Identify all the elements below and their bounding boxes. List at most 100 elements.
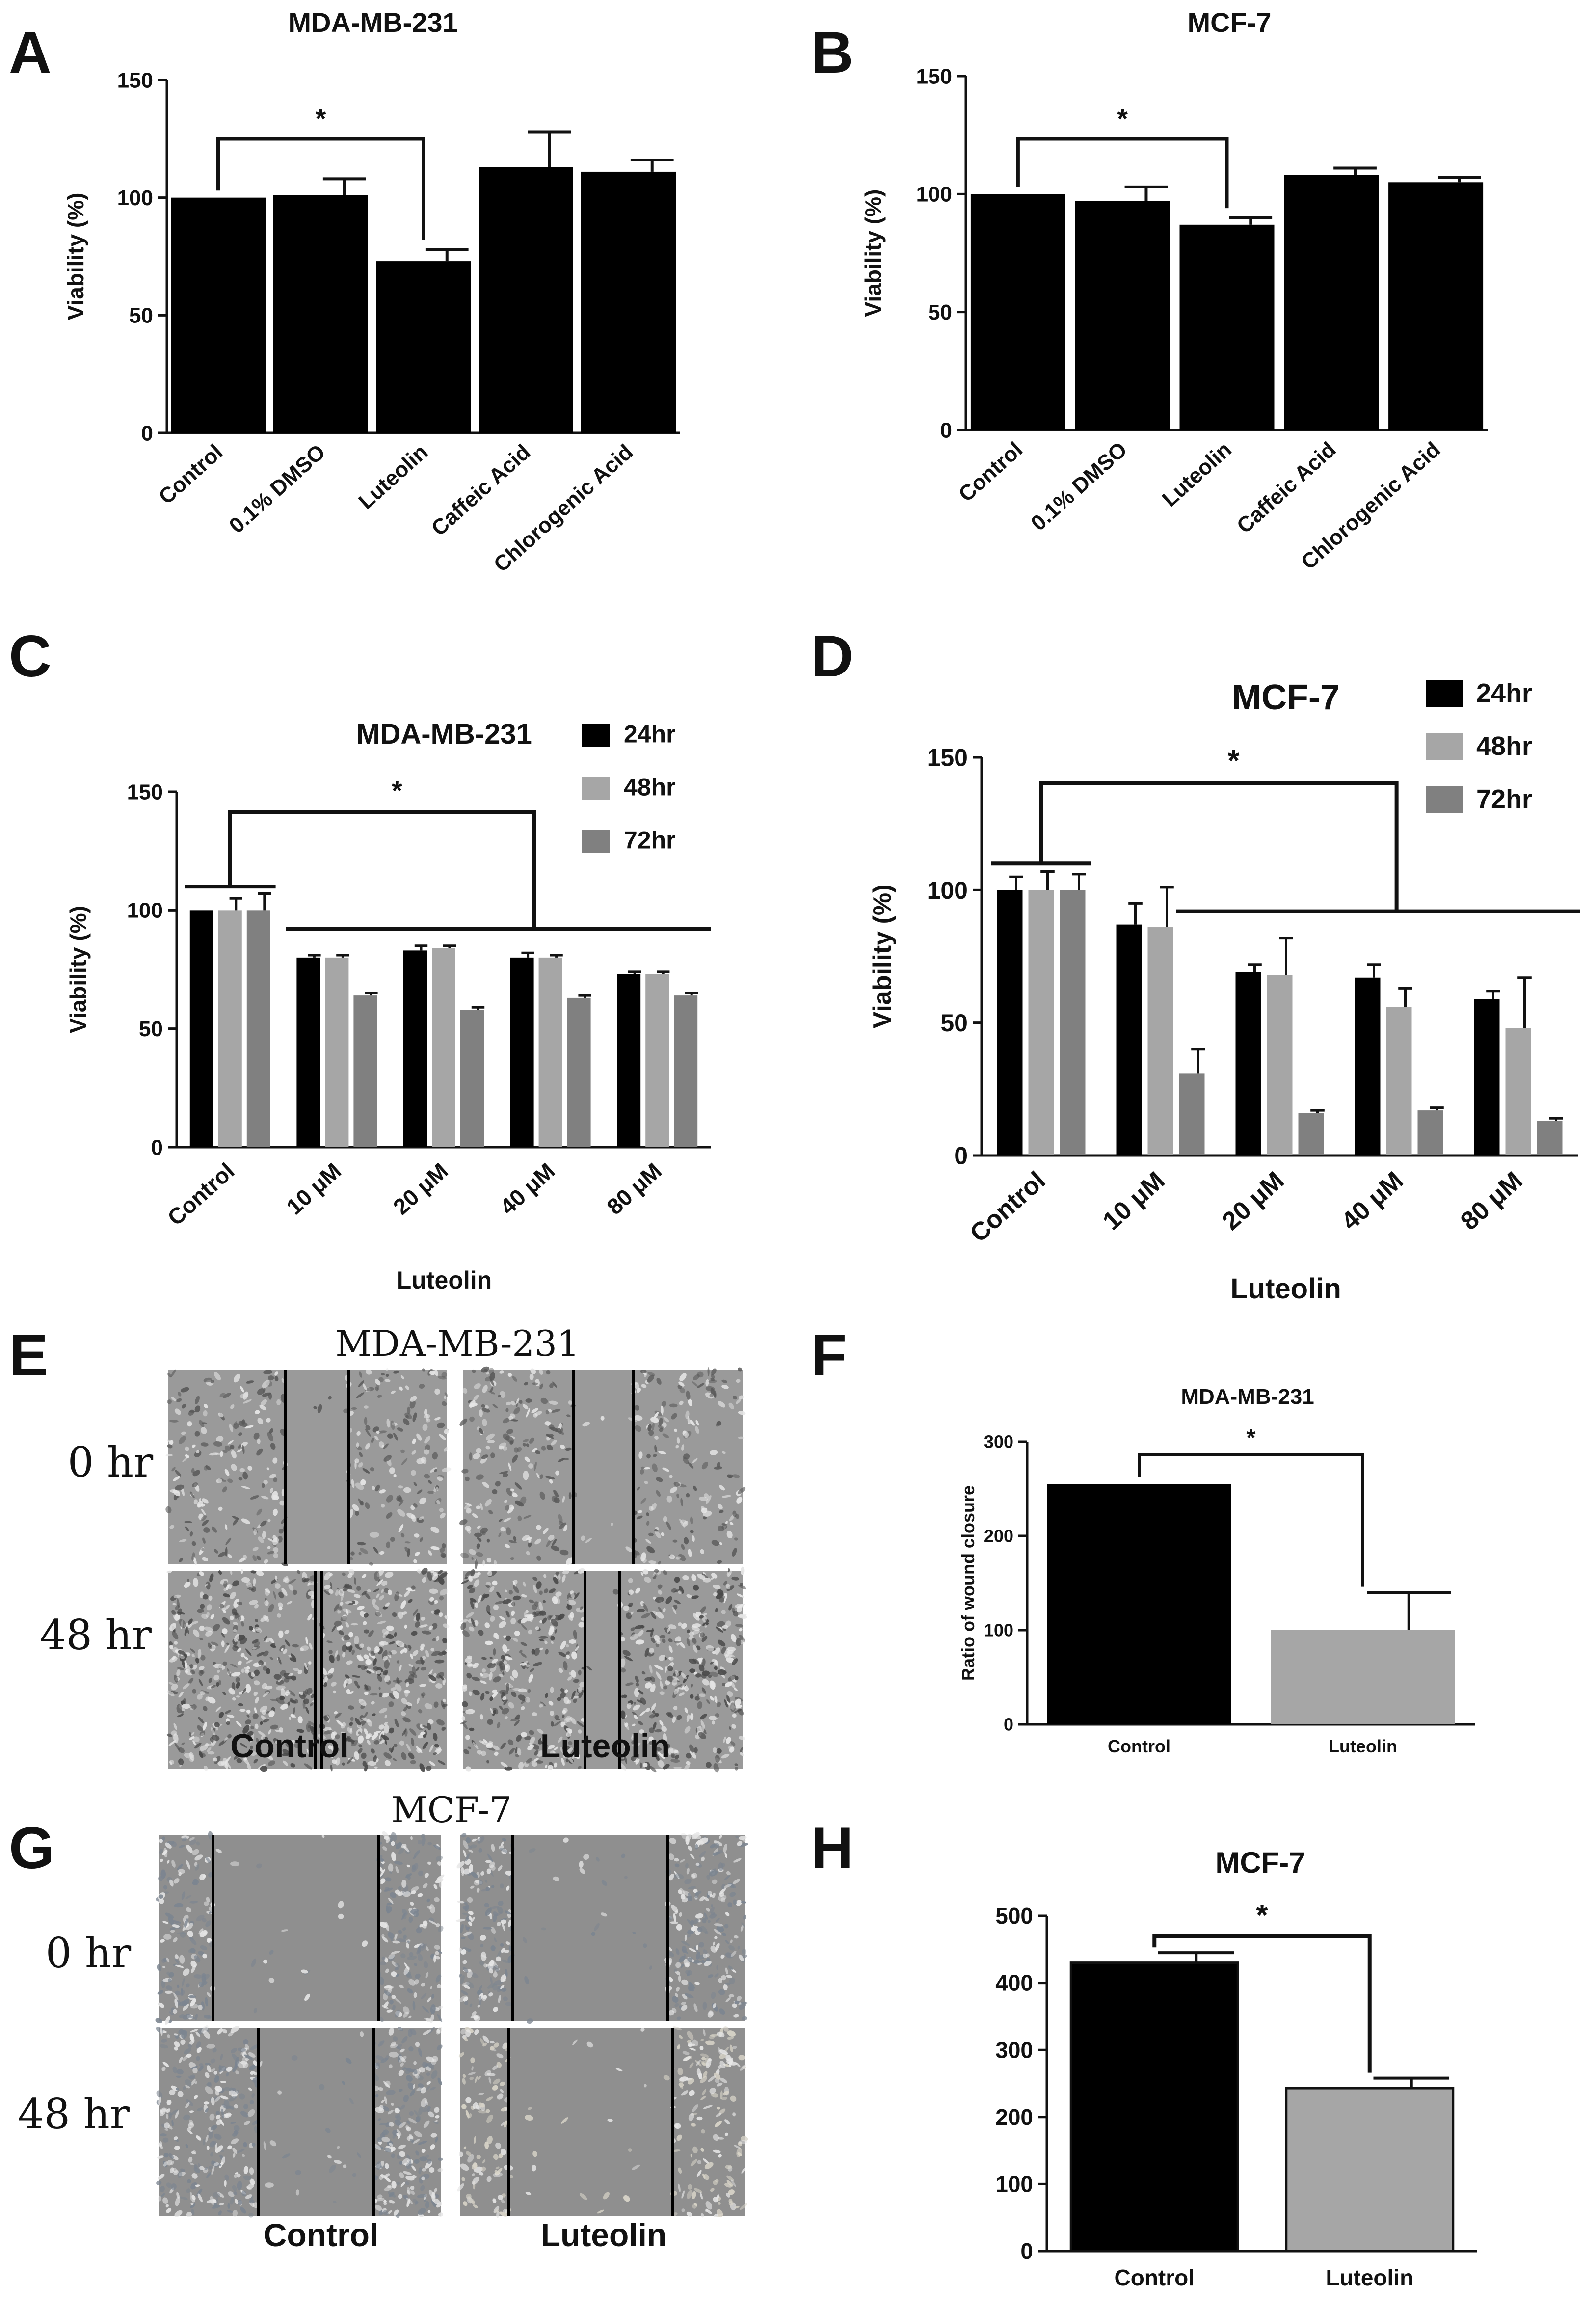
cell-blob <box>181 1742 185 1745</box>
cell-blob <box>356 1442 359 1448</box>
cell-blob <box>442 1638 448 1644</box>
cell-blob <box>343 1585 348 1588</box>
cell-blob <box>213 1441 223 1447</box>
cell-blob <box>634 1382 640 1390</box>
cell-blob <box>364 1692 369 1695</box>
cell-blob <box>267 1538 274 1542</box>
cell-blob <box>479 1428 483 1435</box>
cell-blob <box>376 1579 383 1586</box>
cell-blob <box>472 1513 478 1518</box>
cell-blob <box>377 1675 382 1682</box>
cell-blob <box>266 1418 271 1423</box>
cell-blob <box>241 1577 250 1583</box>
y-axis-label: Viability (%) <box>868 885 897 1029</box>
cell-blob <box>432 1733 438 1741</box>
cell-blob <box>204 1626 213 1632</box>
cell-blob <box>364 1684 369 1691</box>
cell-blob <box>199 1625 205 1631</box>
cell-blob <box>378 1724 385 1730</box>
cell-blob <box>299 1647 304 1651</box>
cell-blob <box>261 1709 266 1715</box>
y-tick-label: 100 <box>995 2172 1033 2197</box>
cell-blob <box>335 1734 340 1740</box>
cell-blob <box>551 1545 560 1551</box>
cell-blob <box>510 1419 518 1422</box>
cell-blob <box>334 1711 338 1715</box>
cell-blob <box>202 1594 209 1600</box>
x-tick-label: Luteolin <box>354 440 432 514</box>
cell-blob <box>307 1582 311 1586</box>
cell-blob <box>383 1722 388 1725</box>
cell-blob <box>671 1413 677 1420</box>
y-axis-label: Viability (%) <box>63 193 88 321</box>
cell-blob <box>402 1729 407 1736</box>
cell-blob <box>721 1385 729 1389</box>
cell-blob <box>370 1467 374 1472</box>
cell-blob <box>273 1477 278 1482</box>
cell-blob <box>170 1369 177 1377</box>
cell-blob <box>434 1469 438 1472</box>
cell-blob <box>545 1476 555 1479</box>
cell-blob <box>556 1428 561 1433</box>
cell-blob <box>680 1498 684 1507</box>
cell-blob <box>296 1729 305 1733</box>
cell-blob <box>354 1636 359 1645</box>
cell-blob <box>416 1697 420 1704</box>
cell-blob <box>479 1503 483 1510</box>
cell-blob <box>261 1399 267 1406</box>
cell-blob <box>384 1715 388 1719</box>
cell-blob <box>351 1740 358 1747</box>
cell-blob <box>270 1443 276 1450</box>
cell-blob <box>267 1432 273 1441</box>
bar-control <box>1069 1961 1239 2253</box>
cell-blob <box>469 1452 473 1461</box>
cell-blob <box>430 1527 440 1533</box>
cell-blob <box>718 1525 724 1531</box>
cell-blob <box>478 1537 482 1542</box>
x-tick-label: Luteolin <box>1326 2265 1413 2290</box>
cell-blob <box>690 1516 693 1525</box>
cell-blob <box>205 1465 211 1470</box>
cell-blob <box>385 1373 389 1377</box>
cell-blob <box>717 1560 722 1564</box>
cell-blob <box>252 1646 257 1650</box>
cell-blob <box>260 1766 268 1772</box>
cell-blob <box>483 1369 488 1372</box>
cell-blob <box>506 1429 513 1435</box>
cell-blob <box>256 1508 263 1516</box>
bar-caffeic-acid <box>1284 175 1379 430</box>
cell-blob <box>356 1392 365 1398</box>
cell-blob <box>191 1732 195 1736</box>
cell-blob <box>419 1384 425 1389</box>
cell-blob <box>265 2182 274 2188</box>
cell-blob <box>526 1537 532 1540</box>
cell-blob <box>256 1652 265 1657</box>
cell-blob <box>549 1383 554 1389</box>
cell-blob <box>225 1524 228 1531</box>
cell-blob <box>349 1557 353 1560</box>
cell-blob <box>209 1573 214 1582</box>
cell-blob <box>400 1600 406 1609</box>
cell-blob <box>546 1370 551 1375</box>
cell-blob <box>238 1444 241 1449</box>
legend-label-24hr: 24hr <box>1476 678 1532 708</box>
cell-blob <box>411 1514 416 1522</box>
cell-blob <box>369 1562 373 1566</box>
cell-blob <box>738 1411 746 1415</box>
row-label-g-48hr: 48 hr <box>18 2090 130 2138</box>
cell-blob <box>659 1427 664 1432</box>
cell-blob <box>350 1717 354 1721</box>
cell-blob <box>533 1461 537 1471</box>
cell-blob <box>223 1588 227 1591</box>
cell-blob <box>189 1531 193 1537</box>
cell-blob <box>253 1529 257 1535</box>
cell-blob <box>389 1693 396 1699</box>
cell-blob <box>693 1485 697 1491</box>
bar-48hr-0 <box>218 910 242 1147</box>
cell-blob <box>439 1507 444 1512</box>
cell-blob <box>393 1474 397 1477</box>
cell-blob <box>559 1431 564 1435</box>
cell-blob <box>419 1763 425 1772</box>
cell-blob <box>357 1665 361 1669</box>
